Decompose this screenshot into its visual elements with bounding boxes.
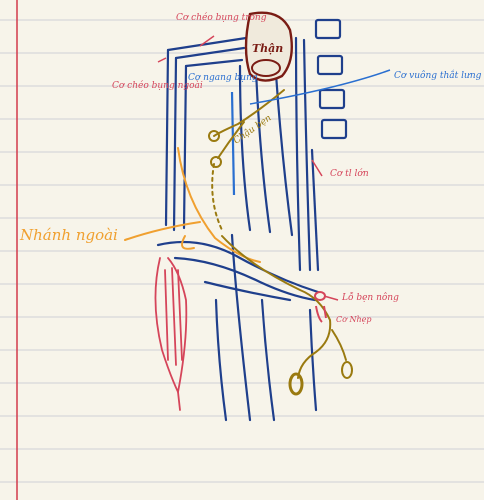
vertebrae <box>314 18 348 140</box>
olive-nerve <box>211 89 347 379</box>
label-co-vuong-that-lung: Cơ vuông thắt lưng <box>394 69 482 81</box>
label-nhanh-ngoai: Nhánh ngoài <box>19 226 118 244</box>
ruled-lines <box>0 19 484 483</box>
nerve-end-3 <box>288 372 304 396</box>
label-co-that-lon: Cơ tl lớn <box>330 168 369 179</box>
thigh-muscle <box>154 257 188 411</box>
nerve-end-4 <box>341 361 353 379</box>
label-co-nhep: Cơ Nhẹp <box>336 315 372 324</box>
label-co-cheo-bung-trong: Cơ chéo bụng trong <box>176 12 267 23</box>
label-co-ngang-bung: Cơ ngang bụng <box>188 73 258 83</box>
nerve-end-1 <box>208 130 220 142</box>
label-lo-ben-nong: Lỗ bẹn nông <box>341 292 399 303</box>
co-ngang-bung-line <box>230 91 236 196</box>
muscle-outlines <box>156 36 320 422</box>
kidney <box>244 11 293 82</box>
nerve-end-2 <box>210 156 222 168</box>
pointer-lines <box>157 35 391 301</box>
label-co-cheo-bung-ngoai: Cơ chéo bụng ngoài <box>112 80 203 91</box>
label-than: Thận <box>252 42 283 55</box>
nhanh-ngoai-nerve <box>124 147 261 263</box>
